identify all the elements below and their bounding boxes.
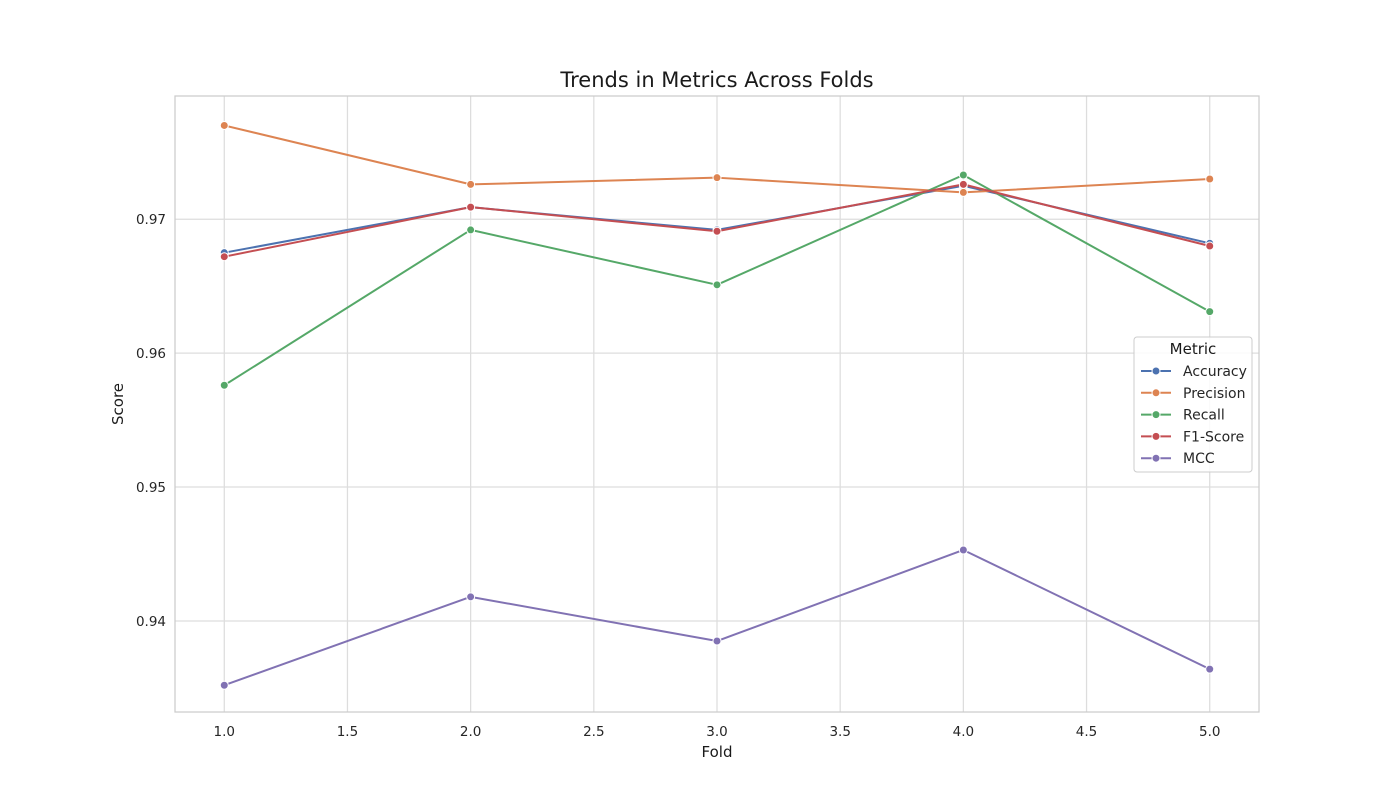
x-tick-label: 3.0 [706,724,727,740]
precision-point [219,120,229,130]
x-tick-label: 4.0 [953,724,974,740]
x-axis-ticks: 1.0 1.5 2.0 2.5 3.0 3.5 4.0 4.5 5.0 [214,724,1221,740]
mcc-point [466,592,476,602]
f1-score-point [712,226,722,236]
y-tick-label: 0.94 [136,614,166,630]
grid [175,96,1259,712]
x-tick-label: 1.5 [337,724,358,740]
recall-point [958,170,968,180]
x-tick-label: 2.0 [460,724,481,740]
precision-point [712,173,722,183]
x-tick-label: 3.5 [829,724,850,740]
legend-label: Recall [1183,408,1225,424]
legend-title: Metric [1170,340,1217,358]
legend-item-f1-score: F1-Score [1141,429,1244,445]
legend-label: Accuracy [1183,364,1247,380]
legend-swatch-marker [1151,453,1161,463]
precision-point [1205,174,1215,184]
recall-point [1205,307,1215,317]
legend-items: Accuracy Precision Recall F1-Score MCC [1141,364,1247,467]
recall-point [712,280,722,290]
legend-item-accuracy: Accuracy [1141,364,1247,380]
legend-item-precision: Precision [1141,386,1245,402]
precision-point [466,179,476,189]
f1-score-point [958,179,968,189]
legend-label: Precision [1183,386,1245,402]
recall-point [219,380,229,390]
mcc-point [1205,664,1215,674]
mcc-point [712,636,722,646]
y-axis-ticks: 0.94 0.95 0.96 0.97 [136,212,166,630]
y-axis-label: Score [109,383,127,425]
mcc-point [219,680,229,690]
y-tick-label: 0.96 [136,346,166,362]
f1-score-point [1205,241,1215,251]
recall-point [466,225,476,235]
x-axis-label: Fold [702,743,733,761]
legend-label: F1-Score [1183,429,1244,445]
legend-swatch-marker [1151,410,1161,420]
precision-point [958,187,968,197]
mcc-point [958,545,968,555]
legend-swatch-marker [1151,388,1161,398]
f1-score-point [219,252,229,262]
x-tick-label: 1.0 [214,724,235,740]
plot-frame [174,95,1260,713]
series-mcc [219,545,1215,690]
series-precision [219,120,1215,197]
y-tick-label: 0.95 [136,480,166,496]
legend-item-mcc: MCC [1141,451,1215,467]
legend-label: MCC [1183,451,1215,467]
chart-title: Trends in Metrics Across Folds [559,68,873,92]
y-tick-label: 0.97 [136,212,166,228]
legend-swatch-marker [1151,431,1161,441]
legend-item-recall: Recall [1141,408,1225,424]
legend: Metric Accuracy Precision Recall F1-Score MC… [1133,336,1253,473]
series-recall [219,170,1215,390]
x-tick-label: 5.0 [1199,724,1220,740]
x-tick-label: 4.5 [1076,724,1097,740]
series-layer [219,120,1215,690]
legend-swatch-marker [1151,366,1161,376]
series-f1-score [219,179,1215,262]
x-tick-label: 2.5 [583,724,604,740]
f1-score-point [466,202,476,212]
